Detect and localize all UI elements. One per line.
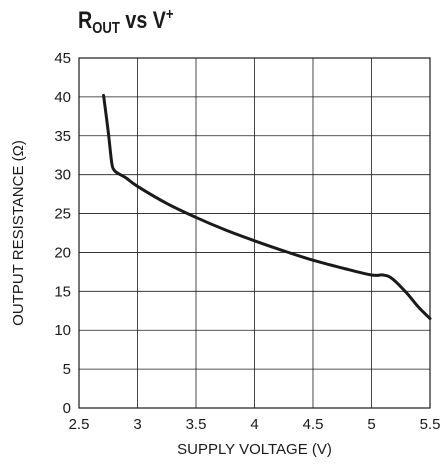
plot-frame	[78, 57, 431, 409]
x-tick-label: 5	[367, 416, 375, 433]
y-tick-label: 40	[54, 89, 71, 106]
x-tick-label: 4	[250, 416, 258, 433]
y-tick-label: 0	[63, 400, 71, 417]
y-tick-labels: 0 5 10 15 20 25 30 35 40 45	[54, 50, 71, 417]
chart-title: ROUT vs V+	[78, 6, 174, 38]
title-subscript: OUT	[92, 20, 120, 37]
series-line	[102, 93, 432, 321]
x-tick-label: 3	[133, 416, 141, 433]
y-tick-label: 30	[54, 167, 71, 184]
y-tick-label: 45	[54, 50, 71, 67]
y-tick-label: 15	[54, 283, 71, 300]
y-tick-label: 10	[54, 322, 71, 339]
x-tick-label: 3.5	[186, 416, 207, 433]
x-tick-label: 2.5	[69, 416, 90, 433]
title-middle: vs V	[119, 7, 166, 34]
grid-lines	[78, 57, 431, 409]
x-tick-label: 5.5	[420, 416, 441, 433]
title-main: R	[78, 7, 93, 34]
x-tick-label: 4.5	[303, 416, 324, 433]
y-tick-label: 25	[54, 206, 71, 223]
y-tick-label: 20	[54, 244, 71, 261]
y-axis-label: OUTPUT RESISTANCE (Ω)	[10, 140, 27, 326]
y-tick-label: 5	[63, 361, 71, 378]
title-superscript: +	[165, 6, 174, 23]
y-tick-label: 35	[54, 128, 71, 145]
x-tick-labels: 2.5 3 3.5 4 4.5 5 5.5	[69, 416, 441, 433]
x-axis-label: SUPPLY VOLTAGE (V)	[177, 441, 332, 458]
